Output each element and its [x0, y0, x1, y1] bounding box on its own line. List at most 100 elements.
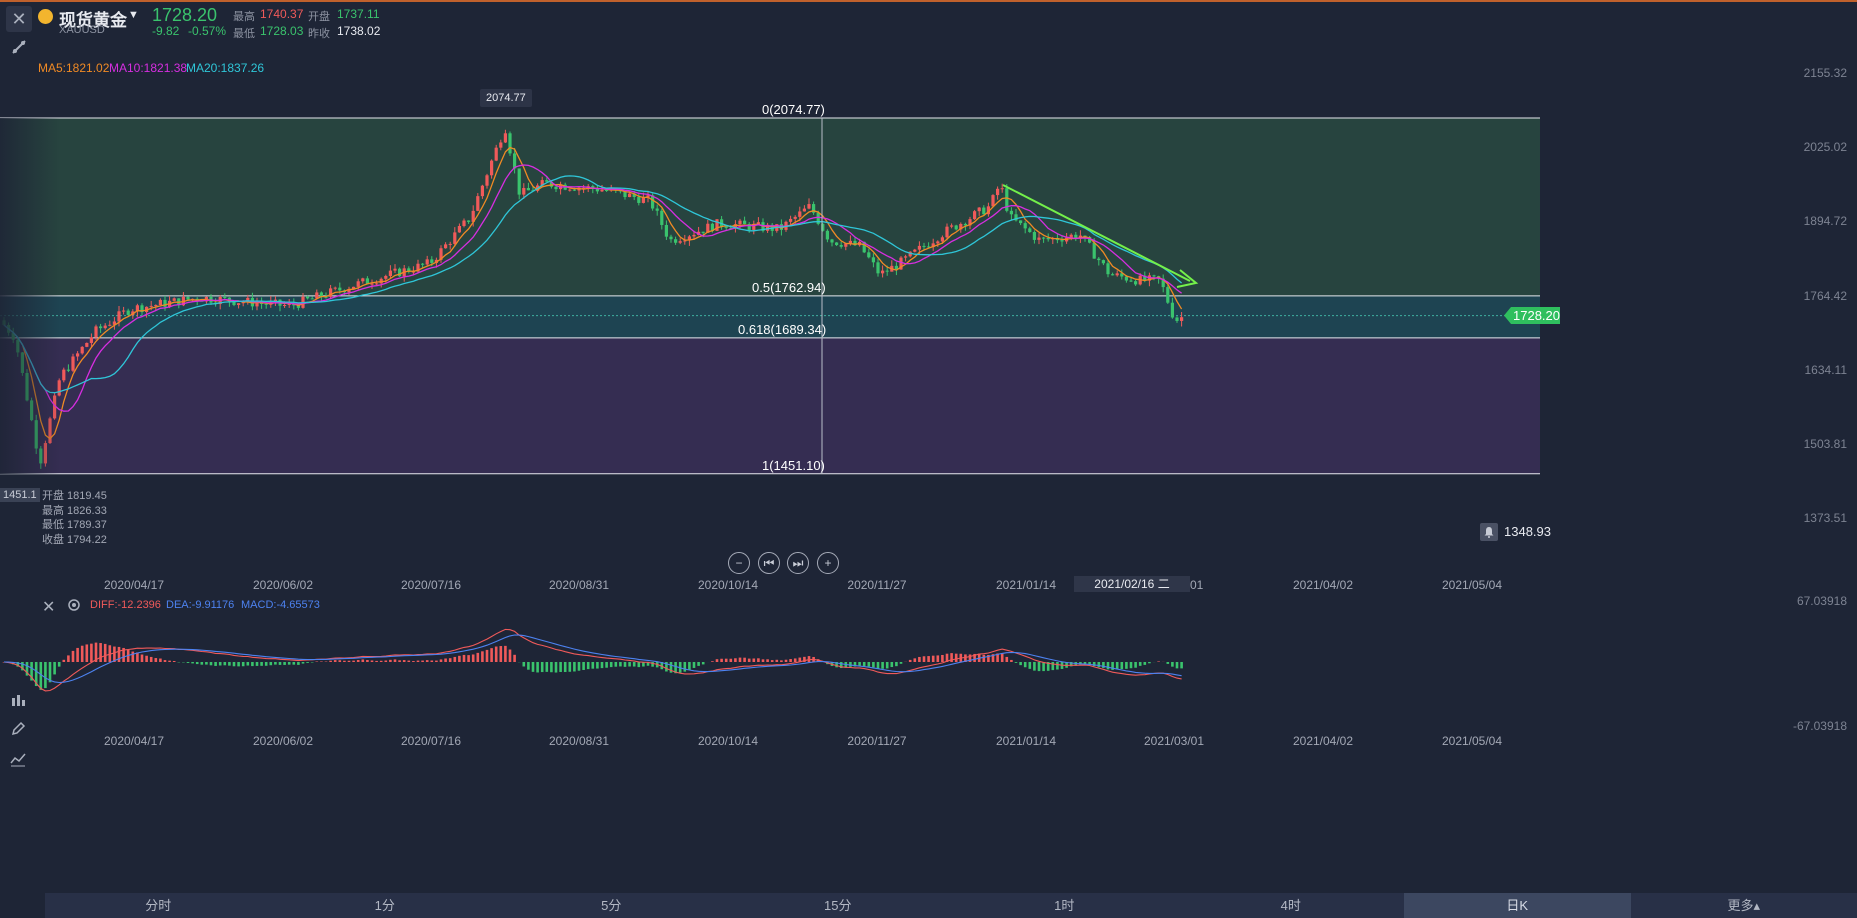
- tab-15min[interactable]: 15分: [824, 898, 852, 913]
- tab-1hour[interactable]: 1时: [1054, 898, 1075, 913]
- macd-bar: [1166, 662, 1170, 664]
- candle-body: [66, 369, 70, 371]
- tooltip-open: 开盘 1819.45: [42, 490, 107, 502]
- macd-bar: [1051, 662, 1055, 671]
- line-chart-icon[interactable]: [5, 746, 31, 772]
- prev-close-label: 昨收: [308, 28, 330, 40]
- chevron-down-icon[interactable]: ▼: [128, 9, 139, 21]
- y-axis-label: 2155.32: [1803, 66, 1847, 80]
- instrument-name[interactable]: 现货黄金: [59, 11, 127, 30]
- macd-bar: [260, 662, 263, 666]
- candle-body: [899, 257, 903, 270]
- candle-body: [733, 224, 737, 229]
- macd-bar: [25, 662, 29, 676]
- candle-body: [871, 257, 875, 263]
- macd-bar: [563, 662, 567, 673]
- zoom-in-icon[interactable]: +: [817, 552, 839, 574]
- candle-body: [632, 193, 636, 197]
- tab-fenshi[interactable]: 分时: [145, 898, 172, 913]
- candle-body: [407, 268, 411, 272]
- y-axis-label: 1634.11: [1804, 363, 1848, 377]
- macd-bar: [531, 662, 535, 672]
- tab-5min[interactable]: 5分: [601, 898, 622, 913]
- macd-bar: [57, 662, 61, 667]
- tab-4hour[interactable]: 4时: [1280, 898, 1301, 913]
- macd-bar: [21, 662, 24, 671]
- macd-bar: [67, 655, 70, 662]
- candle-body: [977, 207, 981, 212]
- macd-bar: [471, 654, 475, 662]
- trend-arrow-line[interactable]: [1002, 184, 1191, 282]
- close-icon[interactable]: ✕: [6, 6, 32, 32]
- macd-chart[interactable]: [0, 590, 1500, 730]
- candle-body: [881, 270, 885, 274]
- macd-bar: [1092, 662, 1096, 667]
- close-indicator-icon[interactable]: ✕: [42, 599, 56, 616]
- candle-body: [462, 220, 466, 227]
- macd-bar: [407, 660, 411, 662]
- candle-body: [1134, 281, 1138, 285]
- macd-dea-legend: DEA:-9.91176: [166, 599, 235, 611]
- candle-body: [605, 189, 609, 191]
- candle-body: [595, 188, 599, 192]
- candle-body: [904, 256, 908, 258]
- macd-bar: [384, 660, 388, 662]
- macd-bar: [218, 662, 222, 666]
- low-label: 最低: [233, 28, 255, 40]
- tab-1min[interactable]: 1分: [374, 898, 395, 913]
- macd-bar: [711, 661, 714, 662]
- draw-line-tool-icon[interactable]: [6, 34, 32, 60]
- candle-body: [913, 249, 917, 252]
- macd-bar: [766, 659, 769, 662]
- tab-daily[interactable]: 日K: [1404, 893, 1631, 918]
- open-label: 开盘: [308, 11, 330, 23]
- pencil-icon[interactable]: [5, 716, 31, 742]
- indicator-tool-icon[interactable]: [5, 687, 31, 713]
- candle-body: [232, 301, 236, 306]
- macd-bar: [738, 657, 742, 662]
- x-axis-bottom-label: 2020/04/17: [103, 734, 165, 748]
- macd-bar: [724, 658, 728, 662]
- macd-bar: [536, 662, 539, 673]
- macd-bar: [1157, 661, 1160, 662]
- x-axis-label: 2020/11/27: [847, 578, 907, 592]
- bell-icon[interactable]: [1480, 523, 1498, 541]
- candle-body: [816, 212, 820, 224]
- jump-end-icon[interactable]: ⏭: [787, 552, 809, 574]
- candlestick-chart[interactable]: [0, 0, 1857, 560]
- zoom-out-icon[interactable]: −: [728, 552, 750, 574]
- candle-body: [986, 206, 990, 215]
- candle-body: [108, 324, 112, 326]
- ma20-line: [3, 175, 1183, 394]
- candle-body: [319, 292, 323, 297]
- macd-bar: [149, 656, 153, 662]
- candle-body: [430, 259, 434, 263]
- candle-body: [273, 299, 277, 302]
- x-axis-label: 2020/06/02: [252, 578, 314, 592]
- candle-body: [1042, 237, 1046, 239]
- y-axis-label: 1894.72: [1803, 214, 1847, 228]
- macd-bar: [913, 658, 917, 662]
- candle-body: [853, 240, 857, 246]
- macd-bar: [623, 662, 627, 667]
- macd-bar: [862, 662, 866, 667]
- candle-body: [503, 133, 507, 143]
- macd-dea-line: [3, 634, 1182, 684]
- macd-bar: [462, 654, 466, 662]
- settings-gear-icon[interactable]: [67, 598, 81, 617]
- macd-bar: [352, 660, 355, 662]
- x-axis-label: 2021/04/02: [1292, 578, 1354, 592]
- candle-body: [710, 223, 714, 231]
- candle-body: [62, 369, 66, 381]
- macd-bar: [140, 654, 144, 662]
- tab-more[interactable]: 更多▴: [1727, 898, 1761, 913]
- macd-bar: [412, 661, 415, 662]
- macd-bar: [692, 662, 696, 668]
- macd-bar: [964, 654, 967, 662]
- macd-bar: [1083, 662, 1087, 665]
- macd-bar: [232, 662, 236, 667]
- jump-start-icon[interactable]: ⏮: [758, 552, 780, 574]
- candle-body: [80, 346, 84, 354]
- x-axis-label: 2020/10/14: [697, 578, 759, 592]
- ma10-line: [3, 164, 1182, 412]
